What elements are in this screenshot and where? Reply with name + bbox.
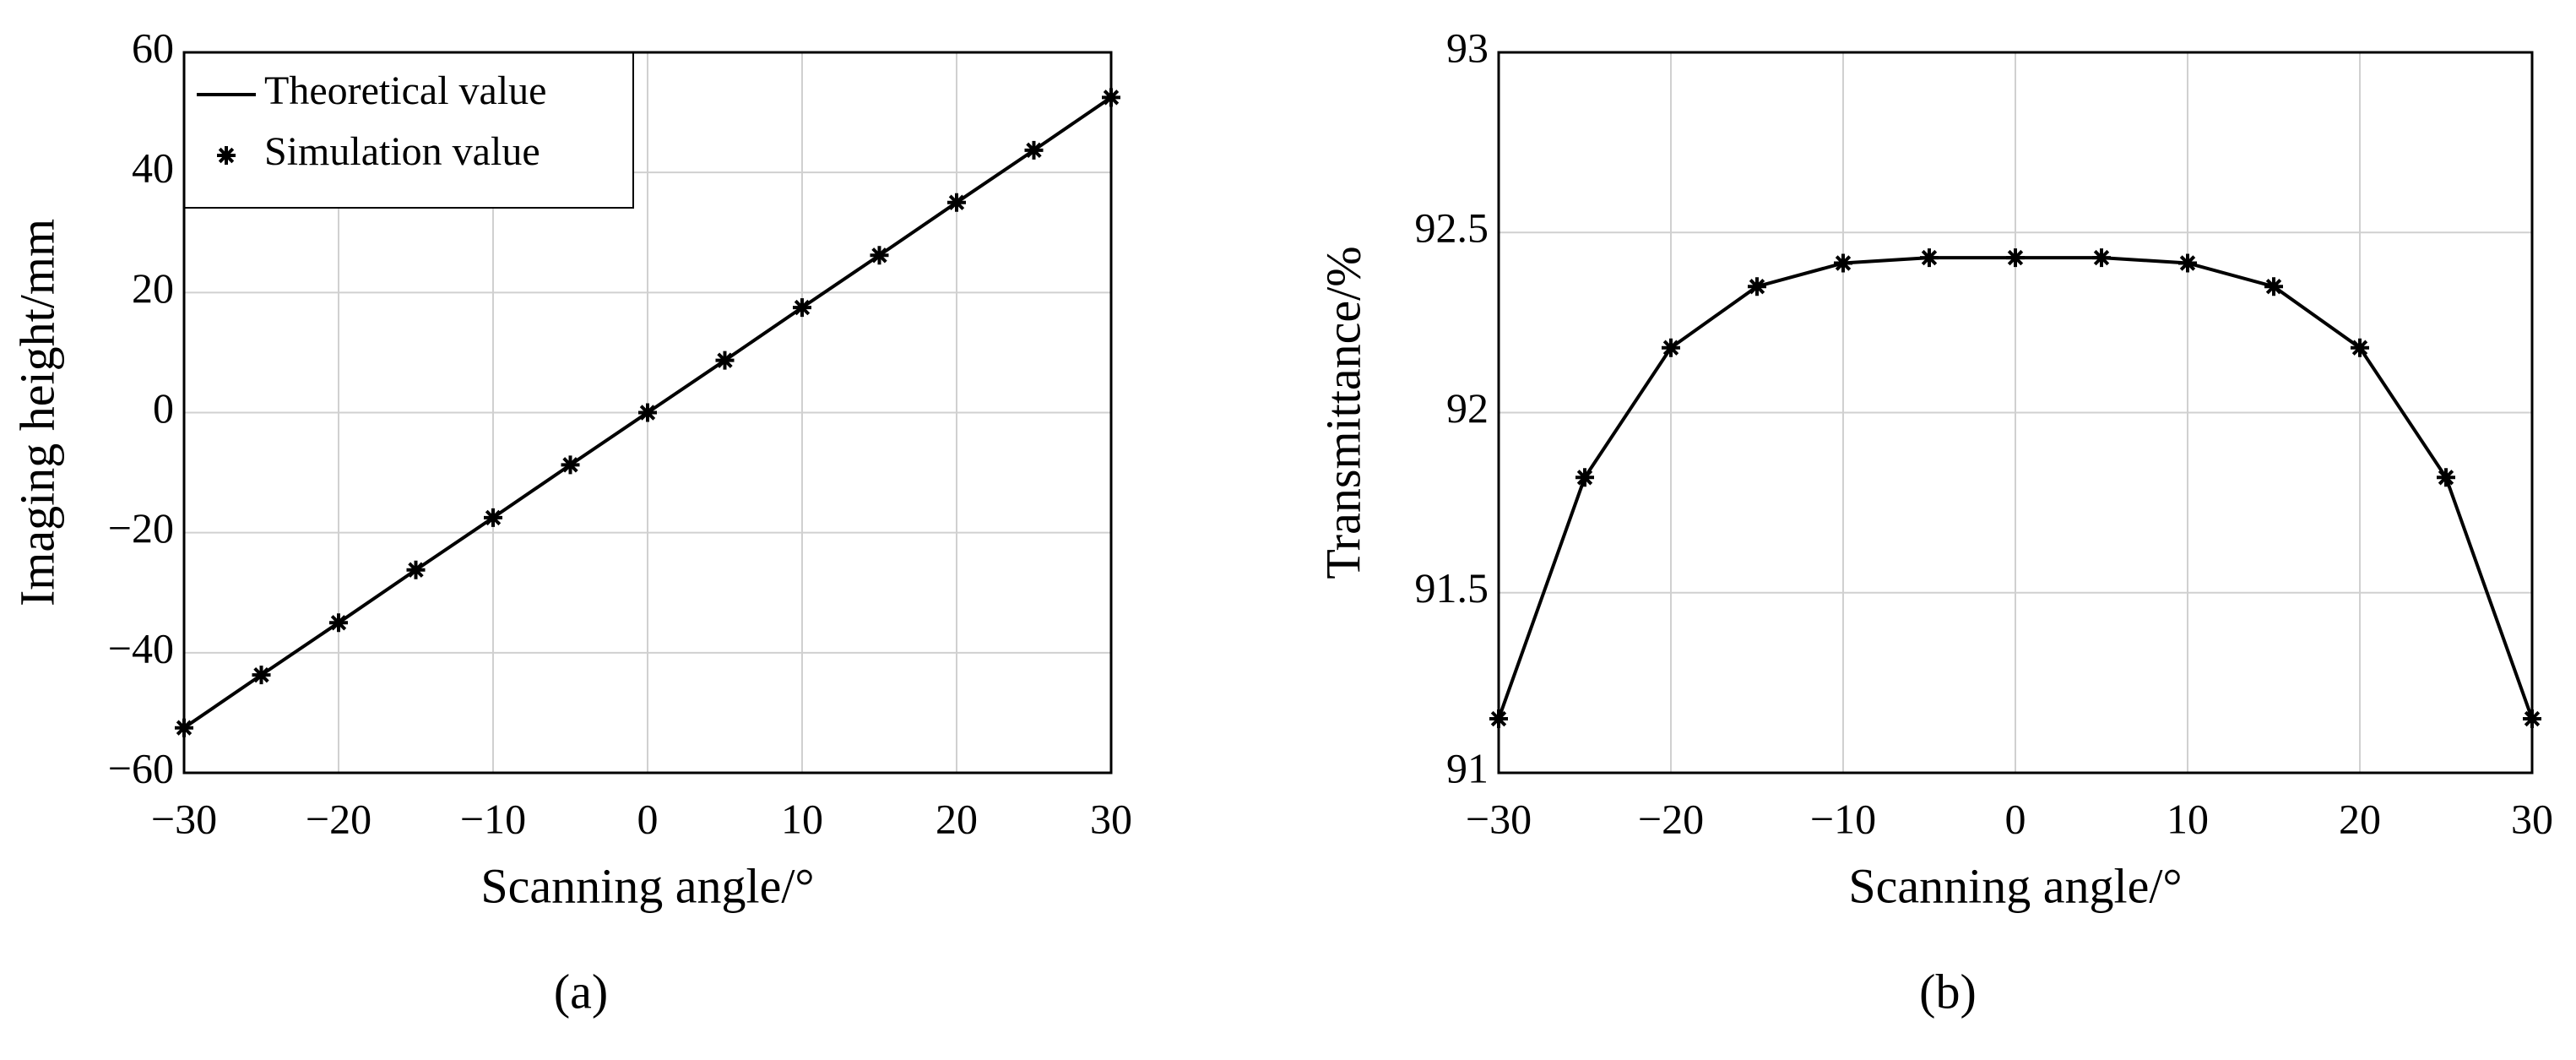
legend-label: Theoretical value <box>264 68 546 113</box>
chart: −60 −40 −20 0 20 40 60 −30 −20 −10 0 10 20 30 Scanning… <box>9 24 1132 1019</box>
x-tick-label: −30 <box>151 795 217 842</box>
data-point <box>793 298 811 318</box>
data-point <box>2437 468 2455 487</box>
x-tick-label: 20 <box>935 795 978 842</box>
data-point <box>252 666 271 685</box>
plot-frame <box>182 51 1113 775</box>
data-point <box>2351 338 2369 357</box>
data-point <box>1920 248 1939 268</box>
x-tick-label: 10 <box>781 795 823 842</box>
y-tick-label: 40 <box>132 144 174 192</box>
y-axis-label: Transmittance/% <box>1315 246 1370 579</box>
data-point <box>329 613 348 633</box>
x-tick-label: 30 <box>2511 795 2553 842</box>
data-point <box>561 455 580 475</box>
data-point <box>1024 140 1044 160</box>
data-point <box>1834 253 1852 273</box>
data-point <box>2006 248 2025 268</box>
caption: (a) <box>554 964 608 1019</box>
data-point <box>1748 277 1766 296</box>
data-point <box>484 508 502 527</box>
data-point <box>638 403 657 422</box>
x-axis-label: Scanning angle/° <box>480 858 814 913</box>
x-axis-label: Scanning angle/° <box>1848 858 2182 913</box>
data-point <box>1662 338 1680 357</box>
data-point <box>870 246 889 265</box>
x-tick-label: −10 <box>460 795 526 842</box>
y-tick-label: 0 <box>153 384 174 432</box>
x-tick-label: 30 <box>1090 795 1132 842</box>
y-tick-label: 92.5 <box>1415 204 1489 252</box>
y-tick-label: 60 <box>132 24 174 71</box>
data-point <box>2178 253 2197 273</box>
y-tick-label: 92 <box>1446 384 1489 432</box>
data-point <box>715 351 735 370</box>
x-tick-label: −20 <box>306 795 371 842</box>
data-point <box>2264 277 2283 296</box>
y-tick-label: −40 <box>108 624 174 671</box>
y-tick-label: 93 <box>1446 24 1489 71</box>
y-axis-label: Imaging height/mm <box>9 219 64 606</box>
x-tick-label: 20 <box>2339 795 2381 842</box>
y-tick-label: 91 <box>1446 744 1489 791</box>
chart: 91 91.5 92 92.5 93 −30 −20 −10 0 10 20 30 Scanning a… <box>1315 24 2553 1019</box>
legend-label: Simulation value <box>264 129 540 174</box>
y-tick-label: 91.5 <box>1415 564 1489 612</box>
x-tick-label: 0 <box>2005 795 2026 842</box>
x-tick-label: −30 <box>1466 795 1532 842</box>
legend-box <box>183 52 634 209</box>
x-tick-label: −10 <box>1810 795 1876 842</box>
data-point <box>947 193 966 212</box>
x-tick-label: 0 <box>637 795 659 842</box>
y-tick-label: −20 <box>108 504 174 552</box>
caption: (b) <box>1919 964 1977 1019</box>
plot-frame <box>1497 51 2534 775</box>
legend-marker <box>217 146 236 165</box>
x-tick-label: 10 <box>2167 795 2209 842</box>
data-point <box>1575 468 1594 487</box>
data-point <box>2092 248 2111 268</box>
x-tick-label: −20 <box>1638 795 1704 842</box>
y-tick-label: 20 <box>132 264 174 312</box>
y-tick-label: −60 <box>108 744 174 791</box>
data-point <box>406 560 426 579</box>
